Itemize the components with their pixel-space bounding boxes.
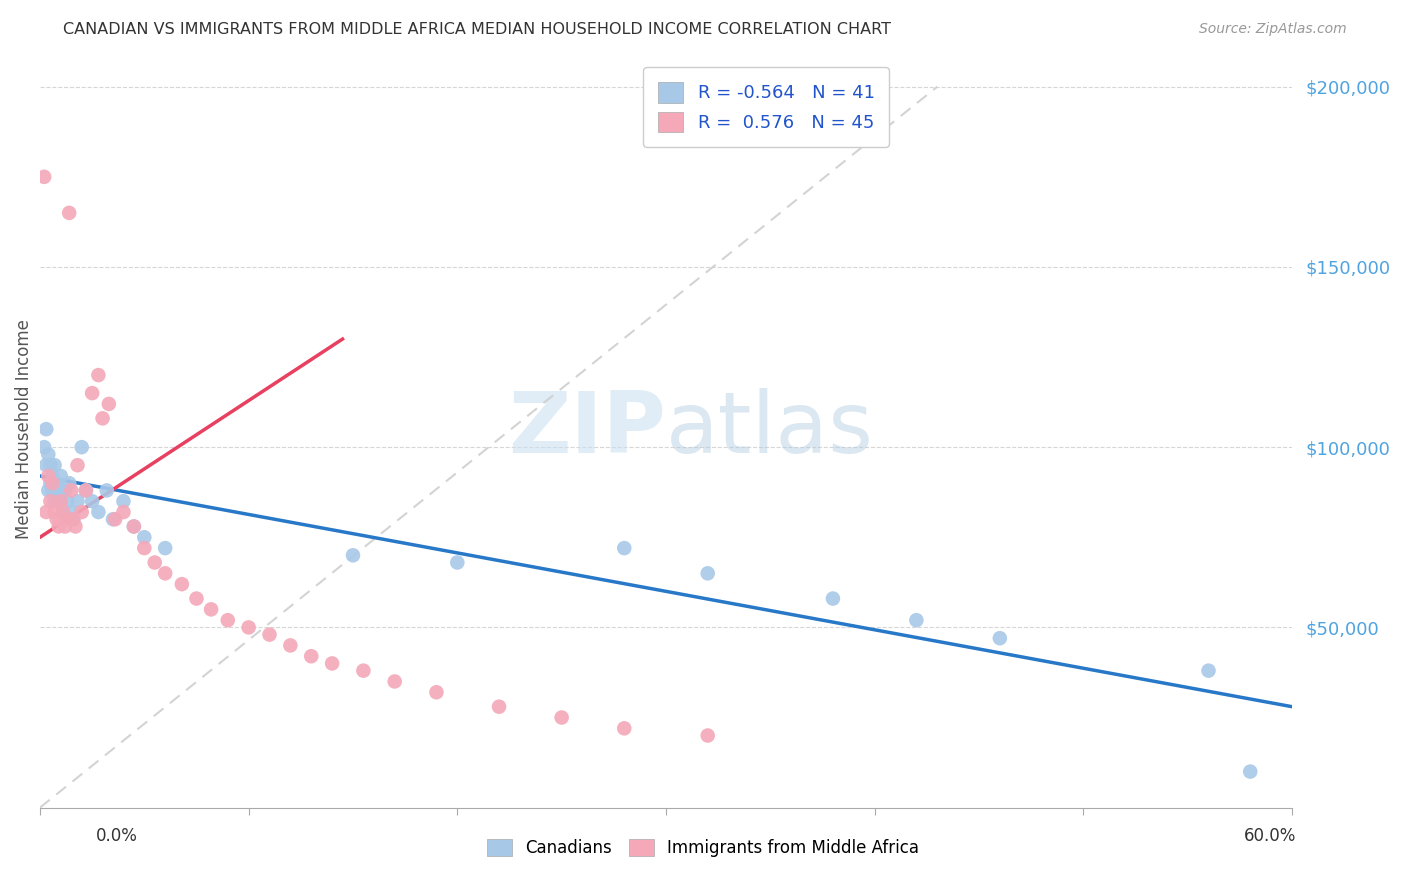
Text: 0.0%: 0.0% <box>96 827 138 845</box>
Point <box>41 476 63 491</box>
Point <box>75 483 97 498</box>
Point <box>87 505 110 519</box>
Point <box>425 685 447 699</box>
Point <box>134 530 156 544</box>
Point <box>238 620 260 634</box>
Point <box>153 566 176 581</box>
Point <box>56 512 79 526</box>
Point <box>112 494 135 508</box>
Point <box>82 494 104 508</box>
Point <box>39 494 62 508</box>
Point <box>60 505 83 519</box>
Point <box>1198 664 1220 678</box>
Point <box>70 440 93 454</box>
Point <box>53 519 76 533</box>
Point <box>143 556 166 570</box>
Point <box>49 494 72 508</box>
Point <box>988 631 1011 645</box>
Point <box>101 512 124 526</box>
Point <box>48 519 70 533</box>
Point <box>39 476 62 491</box>
Point <box>112 505 135 519</box>
Point <box>35 458 58 473</box>
Point <box>280 639 302 653</box>
Point <box>52 505 75 519</box>
Point <box>217 613 239 627</box>
Point <box>82 386 104 401</box>
Legend: R = -0.564   N = 41, R =  0.576   N = 45: R = -0.564 N = 41, R = 0.576 N = 45 <box>644 67 889 147</box>
Point <box>384 674 406 689</box>
Point <box>122 519 145 533</box>
Point <box>96 483 118 498</box>
Point <box>32 440 55 454</box>
Text: CANADIAN VS IMMIGRANTS FROM MIDDLE AFRICA MEDIAN HOUSEHOLD INCOME CORRELATION CH: CANADIAN VS IMMIGRANTS FROM MIDDLE AFRIC… <box>63 22 891 37</box>
Point <box>44 458 66 473</box>
Point <box>62 512 84 526</box>
Point <box>32 169 55 184</box>
Point <box>321 657 343 671</box>
Text: Source: ZipAtlas.com: Source: ZipAtlas.com <box>1199 22 1347 37</box>
Point <box>66 458 89 473</box>
Point <box>613 721 636 735</box>
Point <box>91 411 114 425</box>
Point <box>352 664 374 678</box>
Legend: Canadians, Immigrants from Middle Africa: Canadians, Immigrants from Middle Africa <box>481 832 925 864</box>
Point <box>446 556 468 570</box>
Point <box>550 710 572 724</box>
Point <box>58 206 80 220</box>
Point <box>259 627 281 641</box>
Point <box>41 469 63 483</box>
Point <box>170 577 193 591</box>
Text: 60.0%: 60.0% <box>1244 827 1296 845</box>
Point <box>53 483 76 498</box>
Point <box>104 512 127 526</box>
Point <box>49 469 72 483</box>
Point <box>75 483 97 498</box>
Point <box>488 699 510 714</box>
Point <box>44 505 66 519</box>
Point <box>186 591 208 606</box>
Text: ZIP: ZIP <box>508 388 666 471</box>
Point <box>60 483 83 498</box>
Point <box>48 483 70 498</box>
Point <box>97 397 120 411</box>
Point <box>905 613 928 627</box>
Point <box>35 505 58 519</box>
Point <box>200 602 222 616</box>
Point <box>299 649 322 664</box>
Point <box>696 729 718 743</box>
Point <box>58 476 80 491</box>
Point <box>87 368 110 382</box>
Point <box>39 458 62 473</box>
Point <box>35 422 58 436</box>
Y-axis label: Median Household Income: Median Household Income <box>15 319 32 539</box>
Point <box>821 591 844 606</box>
Point <box>37 469 59 483</box>
Point <box>66 494 89 508</box>
Point <box>45 476 67 491</box>
Point <box>45 512 67 526</box>
Point <box>1239 764 1261 779</box>
Point <box>696 566 718 581</box>
Point <box>122 519 145 533</box>
Point <box>52 505 75 519</box>
Point <box>37 483 59 498</box>
Point <box>49 494 72 508</box>
Text: atlas: atlas <box>666 388 875 471</box>
Point <box>65 519 87 533</box>
Point <box>613 541 636 555</box>
Point <box>153 541 176 555</box>
Point <box>44 494 66 508</box>
Point <box>342 549 364 563</box>
Point <box>70 505 93 519</box>
Point <box>56 494 79 508</box>
Point <box>37 447 59 461</box>
Point <box>41 483 63 498</box>
Point <box>62 512 84 526</box>
Point <box>134 541 156 555</box>
